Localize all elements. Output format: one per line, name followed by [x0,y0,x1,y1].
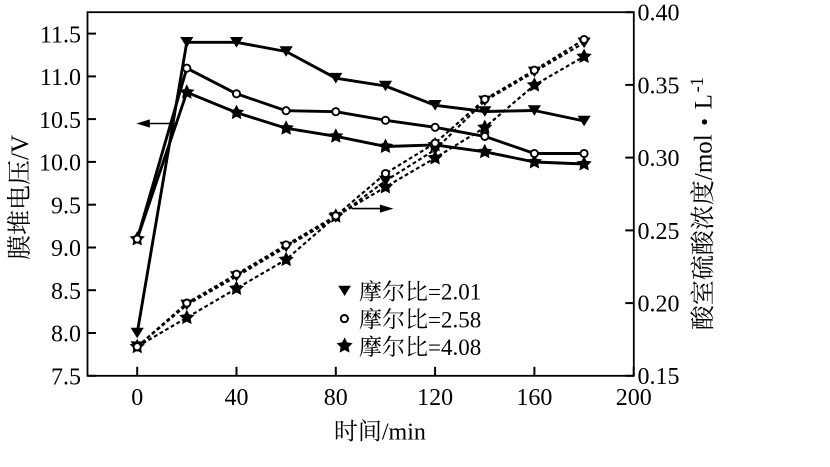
svg-text:7.5: 7.5 [51,365,81,391]
svg-text:40: 40 [225,385,249,411]
svg-text:0.30: 0.30 [638,146,680,172]
svg-text:0.40: 0.40 [638,1,680,27]
svg-text:-1: -1 [688,77,708,92]
svg-text:0.25: 0.25 [638,219,680,245]
svg-text:/mol: /mol [691,134,718,180]
svg-text:80: 80 [324,385,348,411]
svg-text:10.5: 10.5 [39,108,81,134]
svg-text:8.0: 8.0 [51,322,81,348]
svg-text:0.15: 0.15 [638,364,680,390]
svg-text:L: L [691,94,718,109]
svg-text:11.0: 11.0 [40,65,81,91]
svg-text:160: 160 [516,385,552,411]
svg-text:/V: /V [7,135,34,160]
svg-text:8.5: 8.5 [51,279,81,305]
svg-text:0.35: 0.35 [638,73,680,99]
svg-text:0: 0 [131,385,143,411]
svg-text:9.0: 9.0 [51,236,81,262]
svg-text:10.0: 10.0 [39,151,81,177]
svg-text:120: 120 [417,385,453,411]
svg-text:200: 200 [616,385,652,411]
svg-text:9.5: 9.5 [51,193,81,219]
svg-text:=4.08: =4.08 [428,335,481,360]
svg-text:11.5: 11.5 [40,22,81,48]
svg-text:=2.01: =2.01 [428,280,481,305]
svg-text:=2.58: =2.58 [428,307,481,332]
svg-text:/min: /min [382,420,426,446]
svg-text:0.20: 0.20 [638,292,680,318]
